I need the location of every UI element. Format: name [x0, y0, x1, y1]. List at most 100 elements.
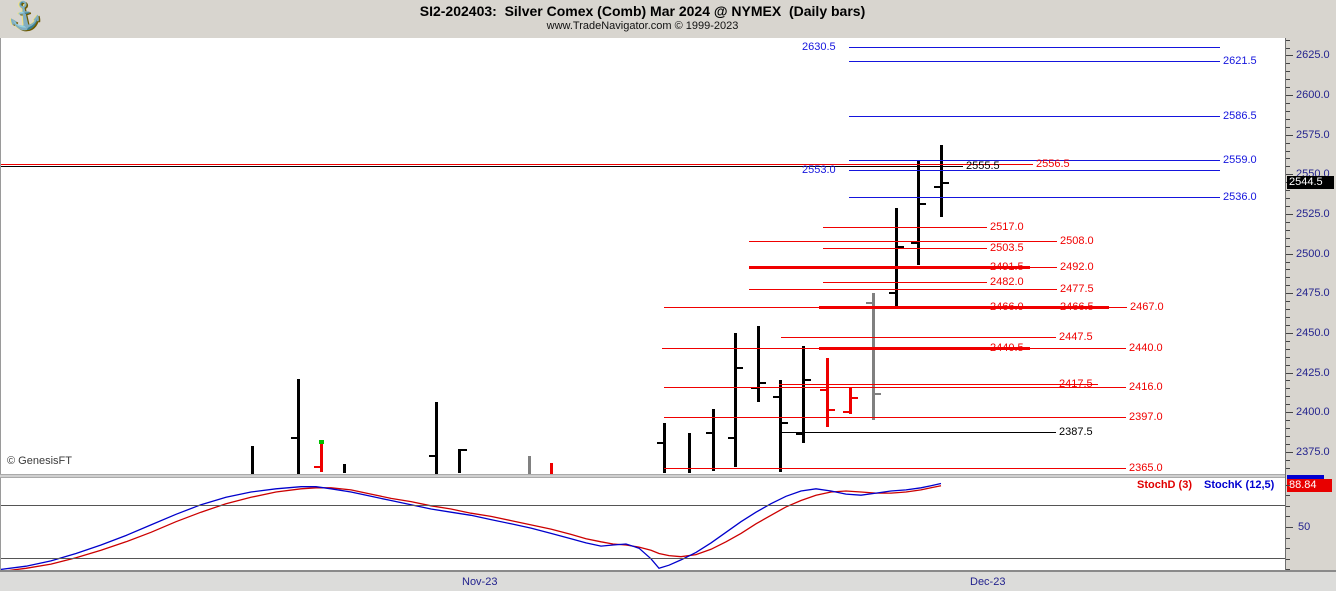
price-axis-tick — [1286, 340, 1290, 342]
open-tick — [934, 186, 940, 189]
price-axis-tick — [1286, 221, 1290, 223]
open-tick — [866, 301, 872, 304]
price-level-line — [819, 305, 1109, 309]
price-axis-tick — [1286, 245, 1290, 247]
price-axis-tick — [1286, 253, 1293, 255]
price-bar — [826, 358, 829, 428]
price-axis-label: 2375.0 — [1296, 445, 1330, 458]
price-bar — [343, 463, 346, 474]
price-axis-tick — [1286, 237, 1290, 239]
open-tick — [728, 437, 734, 440]
stochd-value-badge: 88.84 — [1287, 479, 1332, 492]
stoch-axis-tick — [1286, 537, 1290, 539]
date-axis[interactable]: Nov-23 Dec-23 — [0, 570, 1336, 591]
price-axis-tick — [1286, 63, 1290, 65]
price-bar — [251, 446, 254, 474]
price-level-label: 2555.5 — [966, 159, 1000, 172]
price-axis-tick — [1286, 396, 1290, 398]
price-level-line — [749, 240, 1057, 242]
price-axis-tick — [1286, 277, 1290, 279]
open-tick — [657, 442, 663, 445]
price-axis-tick — [1286, 87, 1290, 89]
price-bar — [712, 408, 715, 471]
price-level-label: 2467.0 — [1130, 300, 1164, 313]
price-level-line — [819, 346, 1030, 350]
stoch-gridline — [1, 558, 1285, 559]
price-axis-tick — [1286, 412, 1293, 414]
stoch-axis-tick — [1286, 558, 1290, 560]
price-level-label: 2508.0 — [1060, 234, 1094, 247]
close-tick — [782, 422, 788, 425]
price-level-label: 2536.0 — [1223, 190, 1257, 203]
price-axis-tick — [1286, 428, 1290, 430]
stoch-50-label: 50 — [1298, 521, 1311, 533]
stochastic-panel[interactable]: StochD (3) StochK (12,5) — [0, 478, 1285, 570]
chart-header: ⚓ SI2-202403: Silver Comex (Comb) Mar 20… — [0, 0, 1336, 38]
price-level-line — [664, 306, 819, 308]
price-level-line — [823, 248, 987, 250]
open-tick — [843, 411, 849, 414]
price-level-line — [749, 289, 1057, 291]
price-level-label: 2417.5 — [1059, 378, 1093, 391]
price-level-label: 2503.5 — [990, 242, 1024, 255]
price-level-label: 2491.5 — [990, 261, 1024, 274]
price-bar — [779, 379, 782, 472]
price-axis-tick — [1286, 420, 1290, 422]
close-tick — [829, 408, 835, 411]
price-bar — [917, 160, 920, 265]
price-bar — [872, 293, 875, 421]
price-bar — [757, 325, 760, 402]
price-level-line — [1030, 347, 1126, 349]
price-axis-tick — [1286, 293, 1293, 295]
open-tick — [796, 433, 802, 436]
open-tick — [314, 465, 320, 468]
price-axis-tick — [1286, 55, 1293, 57]
price-axis-tick — [1286, 198, 1290, 200]
price-level-label: 2559.0 — [1223, 154, 1257, 167]
price-level-line — [1, 164, 1033, 166]
stoch-axis-tick — [1286, 495, 1290, 497]
stochk-legend-label: StochK (12,5) — [1204, 479, 1275, 491]
price-axis-tick — [1286, 324, 1290, 326]
price-bar — [297, 378, 300, 474]
price-level-label: 2440.0 — [1129, 341, 1163, 354]
price-axis-label: 2575.0 — [1296, 128, 1330, 141]
price-level-label: 2440.5 — [990, 341, 1024, 354]
price-level-line — [781, 336, 1056, 338]
stochastic-lines — [1, 482, 942, 570]
price-level-line — [779, 384, 1098, 386]
genesis-watermark: © GenesisFT — [7, 455, 72, 467]
price-axis-tick — [1286, 142, 1290, 144]
price-level-line — [849, 160, 1220, 162]
price-axis-tick — [1286, 134, 1293, 136]
stoch-gridline — [1, 505, 1285, 506]
price-axis-tick — [1286, 95, 1293, 97]
price-axis-label: 2625.0 — [1296, 49, 1330, 62]
open-tick — [820, 388, 826, 391]
price-axis-tick — [1286, 166, 1290, 168]
price-chart-panel[interactable]: © GenesisFT 2630.5 2621.5 2586.5 2559.0 2556… — [0, 38, 1285, 474]
price-axis-tick — [1286, 443, 1290, 445]
price-level-label: 2630.5 — [802, 40, 836, 53]
price-level-label: 2492.0 — [1060, 261, 1094, 274]
price-bar — [802, 346, 805, 444]
stoch-axis-tick — [1286, 527, 1293, 528]
price-axis-label: 2600.0 — [1296, 89, 1330, 102]
price-bar — [528, 455, 531, 474]
price-axis-tick — [1286, 309, 1290, 311]
price-axis-tick — [1286, 39, 1290, 41]
price-axis-label: 2475.0 — [1296, 287, 1330, 300]
price-level-label: 2466.5 — [1060, 300, 1094, 313]
price-axis[interactable]: 88.84 50 2625.0 2600.0 2575.0 2550.0 2525.0 2… — [1285, 38, 1336, 571]
open-tick — [429, 454, 435, 457]
price-axis-tick — [1286, 332, 1293, 334]
price-axis-tick — [1286, 364, 1290, 366]
price-level-line — [1030, 267, 1057, 269]
price-level-line — [1, 165, 963, 167]
close-tick — [920, 202, 926, 205]
close-tick — [943, 182, 949, 185]
close-tick — [461, 449, 467, 452]
stoch-axis-tick — [1286, 505, 1290, 507]
price-bar — [895, 207, 898, 307]
